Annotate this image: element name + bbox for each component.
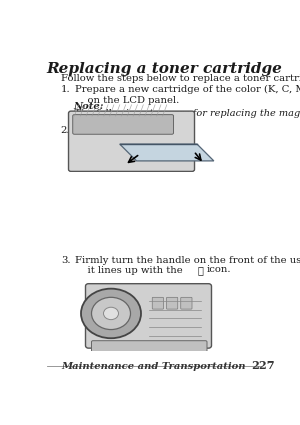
- Text: Maintenance and Transportation: Maintenance and Transportation: [61, 362, 246, 371]
- FancyBboxPatch shape: [152, 298, 164, 309]
- Text: The following steps are for replacing the magenta toner cartridge.: The following steps are for replacing th…: [74, 109, 300, 118]
- Circle shape: [81, 289, 141, 338]
- Text: 2.: 2.: [61, 126, 70, 135]
- Text: 1.: 1.: [61, 85, 70, 94]
- Circle shape: [92, 298, 130, 329]
- Text: Replacing a toner cartridge: Replacing a toner cartridge: [47, 62, 283, 76]
- Text: Note:: Note:: [74, 102, 104, 111]
- Polygon shape: [120, 144, 214, 161]
- Text: 3.: 3.: [61, 255, 70, 264]
- Text: Prepare a new cartridge of the color (K, C, M or Y) displayed
    on the LCD pan: Prepare a new cartridge of the color (K,…: [75, 85, 300, 105]
- FancyBboxPatch shape: [92, 341, 207, 352]
- FancyBboxPatch shape: [181, 298, 192, 309]
- FancyBboxPatch shape: [68, 111, 194, 171]
- Text: icon.: icon.: [207, 265, 231, 275]
- Text: Firmly turn the handle on the front of the used cartridge until
    it lines up : Firmly turn the handle on the front of t…: [75, 255, 300, 275]
- FancyBboxPatch shape: [73, 115, 173, 134]
- FancyBboxPatch shape: [85, 284, 212, 348]
- Text: Follow the steps below to replace a toner cartridge.: Follow the steps below to replace a tone…: [61, 74, 300, 83]
- Text: 227: 227: [251, 360, 275, 371]
- FancyBboxPatch shape: [167, 298, 178, 309]
- Text: ⚿: ⚿: [197, 265, 203, 275]
- Circle shape: [103, 307, 118, 320]
- Text: Open cover A.: Open cover A.: [75, 126, 146, 135]
